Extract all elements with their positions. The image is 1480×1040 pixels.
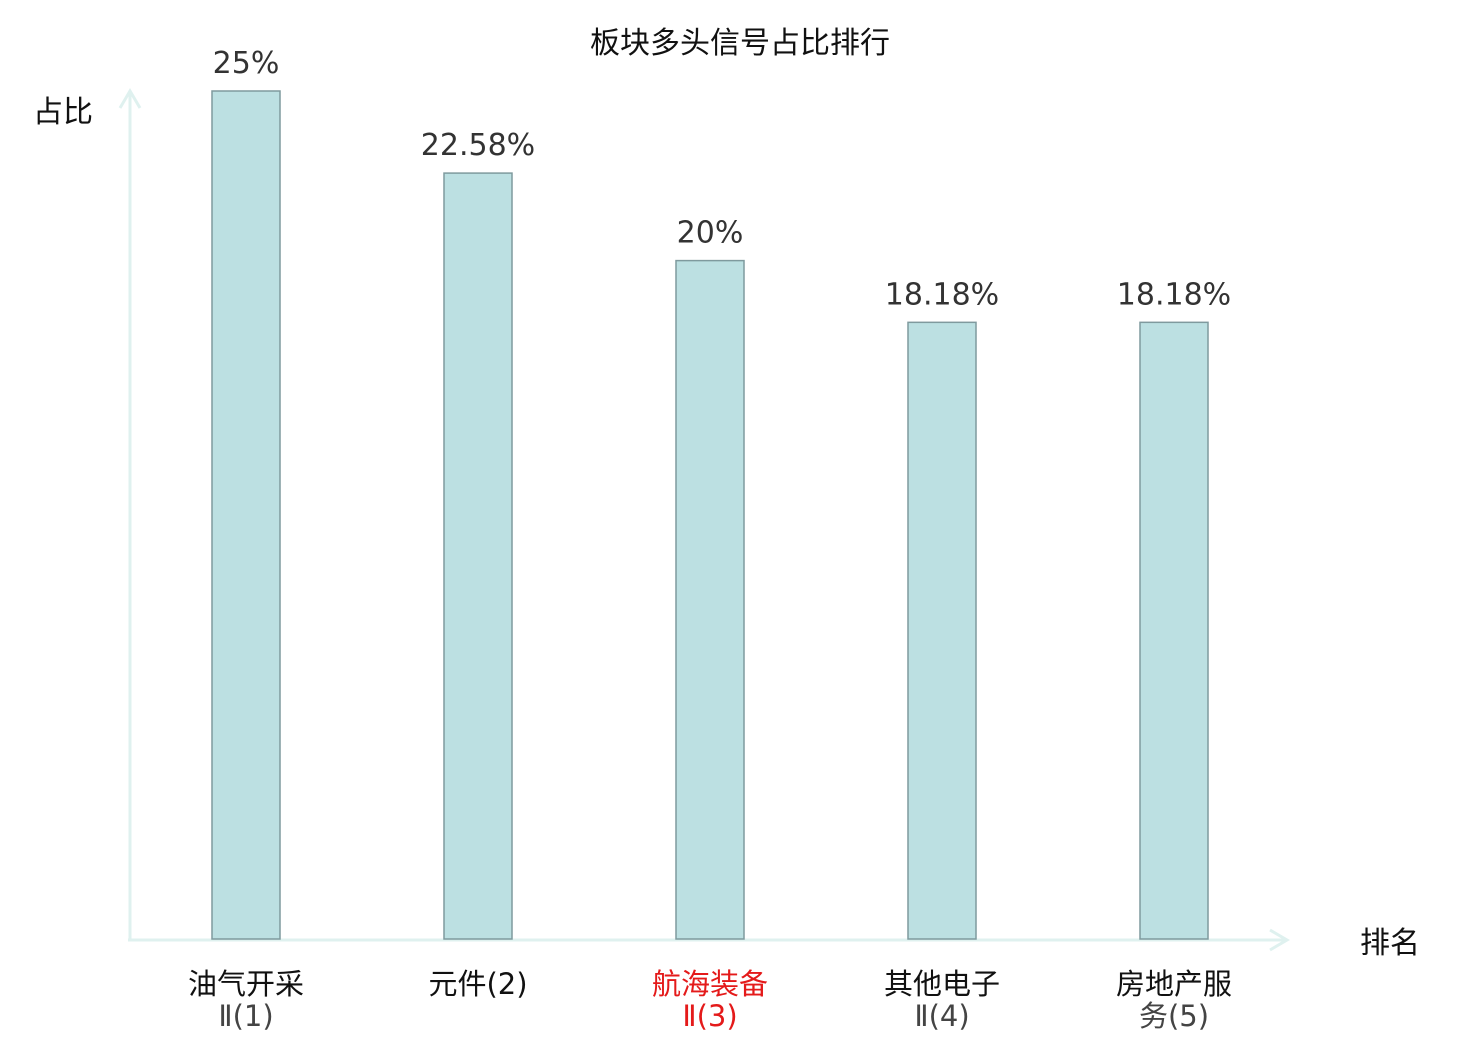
bar-3 (675, 259, 745, 940)
category-label-1: 油气开采 Ⅱ(1) (188, 967, 304, 1033)
value-label-4: 18.18% (885, 277, 999, 312)
chart-title: 板块多头信号占比排行 (590, 26, 890, 61)
bar-5 (1139, 321, 1209, 940)
category-label-4: 其他电子 Ⅱ(4) (884, 967, 1000, 1033)
category-label-line: 油气开采 (188, 967, 304, 1001)
category-label-line: 房地产服 (1116, 967, 1232, 1001)
category-labels-group: 油气开采 Ⅱ(1) 元件(2) 航海装备 Ⅱ(3) 其他电子 Ⅱ(4) 房地产服务(5) (188, 967, 1232, 1033)
axes (118, 88, 1290, 952)
category-label-line: 务(5) (1139, 999, 1209, 1033)
value-label-3: 20% (677, 216, 744, 251)
category-label-line: Ⅱ(3) (682, 999, 737, 1033)
category-label-line: Ⅱ(1) (218, 999, 273, 1033)
category-label-line: Ⅱ(4) (914, 999, 969, 1033)
category-label-2: 元件(2) (428, 967, 527, 1001)
bars-group (211, 90, 1209, 940)
y-axis-label: 占比 (33, 95, 93, 130)
x-axis-label: 排名 (1360, 926, 1420, 961)
value-label-5: 18.18% (1117, 277, 1231, 312)
value-label-1: 25% (213, 46, 280, 81)
category-label-line: 元件(2) (428, 967, 527, 1001)
value-labels-group: 25% 22.58% 20% 18.18% 18.18% (213, 46, 1232, 312)
category-label-line: 其他电子 (884, 967, 1000, 1001)
category-label-3: 航海装备 Ⅱ(3) (652, 967, 768, 1033)
bar-4 (907, 321, 977, 940)
bar-1 (211, 90, 281, 940)
category-label-5: 房地产服务(5) (1116, 967, 1232, 1033)
category-label-line: 航海装备 (652, 967, 768, 1001)
x-axis-arrow-icon (1269, 928, 1290, 952)
bar-2 (443, 172, 513, 940)
value-label-2: 22.58% (421, 128, 535, 163)
y-axis-arrow-icon (118, 88, 142, 109)
